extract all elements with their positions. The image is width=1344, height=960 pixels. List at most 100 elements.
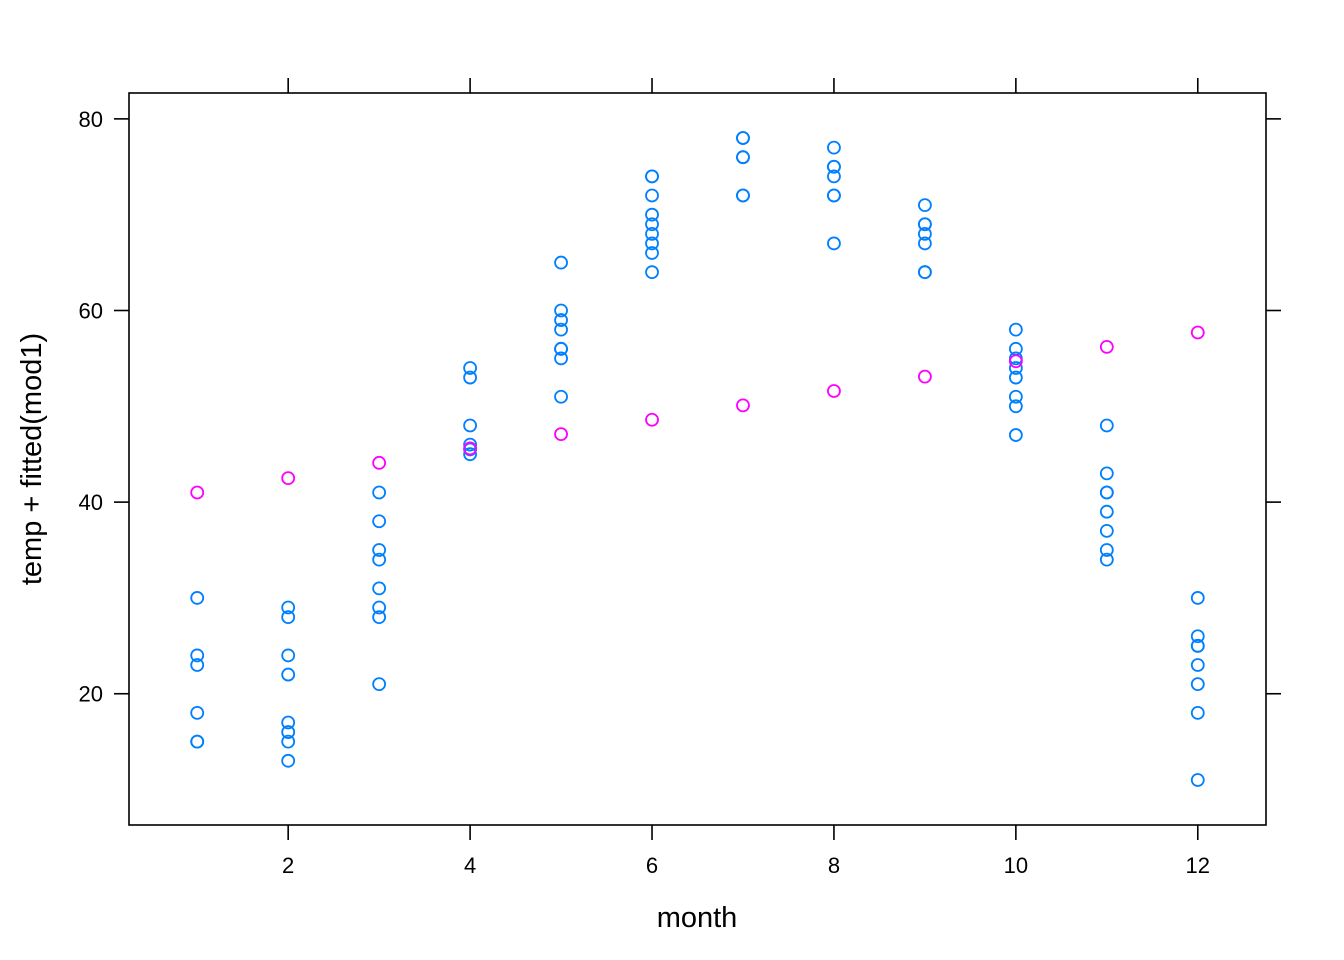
x-tick-label: 6 <box>646 853 658 878</box>
temp-point <box>190 648 205 663</box>
temp-point <box>645 236 659 251</box>
fitted-point <box>1099 340 1114 354</box>
temp-point <box>281 648 296 663</box>
temp-point <box>554 303 568 318</box>
temp-point <box>918 217 932 232</box>
fitted-point <box>645 412 659 427</box>
fitted-point <box>372 455 387 470</box>
temp-point <box>645 188 659 203</box>
temp-point <box>372 610 387 624</box>
temp-point <box>190 734 205 749</box>
x-axis-title: month <box>657 902 738 934</box>
temp-point <box>1008 370 1023 385</box>
fitted-point <box>281 471 296 486</box>
temp-point <box>1008 399 1023 414</box>
temp-point <box>463 418 478 433</box>
temp-point <box>1099 485 1114 500</box>
fitted-point <box>554 427 568 441</box>
temp-point <box>1190 658 1205 672</box>
temp-point <box>827 169 841 184</box>
x-tick-label: 4 <box>464 853 476 878</box>
temp-point <box>918 198 932 212</box>
x-tick-label: 2 <box>282 853 294 878</box>
temp-point <box>645 246 659 260</box>
temp-point <box>281 715 296 730</box>
temp-point <box>1099 504 1114 519</box>
temp-point <box>372 485 387 500</box>
temp-point <box>281 725 296 739</box>
x-tick-label: 8 <box>828 853 840 878</box>
temp-point <box>372 514 387 529</box>
fitted-point <box>463 441 478 456</box>
temp-point <box>190 658 205 672</box>
temp-point <box>645 169 659 184</box>
temp-point <box>554 313 568 327</box>
fitted-point <box>918 369 932 384</box>
fitted-point <box>1190 325 1205 340</box>
temp-point <box>1099 523 1114 538</box>
temp-point <box>463 437 478 452</box>
temp-point <box>1008 322 1023 337</box>
temp-point <box>463 370 478 385</box>
temp-point <box>554 255 568 270</box>
temp-point <box>1008 428 1023 442</box>
y-axis-title: temp + fitted(mod1) <box>16 333 48 585</box>
temp-point <box>736 131 750 145</box>
temp-point <box>827 159 841 174</box>
temp-point <box>1190 706 1205 720</box>
temp-point <box>1008 389 1023 404</box>
temp-point <box>1099 543 1114 557</box>
fitted-point <box>1008 354 1023 369</box>
temp-point <box>372 677 387 692</box>
temp-point <box>1190 773 1205 787</box>
data-points <box>190 131 1205 787</box>
y-tick-label: 40 <box>79 490 103 515</box>
temp-point <box>645 217 659 232</box>
temp-point <box>918 236 932 251</box>
temp-point <box>281 600 296 615</box>
temp-point <box>281 667 296 682</box>
temp-point <box>1008 361 1023 375</box>
temp-point <box>190 591 205 605</box>
temp-point <box>463 447 478 462</box>
axis-ticks: 2 4 6 8 10 12 20 40 60 80 <box>79 78 1281 878</box>
temp-point <box>1099 552 1114 567</box>
temp-point <box>554 351 568 366</box>
temp-point <box>1190 677 1205 692</box>
temp-point <box>918 265 932 280</box>
temp-point <box>918 226 932 241</box>
x-tick-label: 10 <box>1004 853 1028 878</box>
fitted-point <box>736 398 750 413</box>
temp-point <box>281 610 296 624</box>
y-tick-label: 20 <box>79 682 103 707</box>
temp-point <box>372 543 387 557</box>
x-tick-label: 12 <box>1186 853 1210 878</box>
temp-point <box>1099 418 1114 433</box>
temp-point <box>1190 629 1205 644</box>
fitted-point <box>827 384 841 398</box>
y-tick-label: 80 <box>79 107 103 132</box>
temp-point <box>554 322 568 337</box>
temp-point <box>281 753 296 768</box>
temp-point <box>1190 591 1205 605</box>
y-tick-label: 60 <box>79 298 103 323</box>
plot-frame <box>128 92 1267 826</box>
temp-point <box>645 226 659 241</box>
fitted-point <box>190 485 205 500</box>
temp-point <box>736 150 750 165</box>
temp-point <box>554 389 568 404</box>
temp-point <box>827 188 841 203</box>
temp-point <box>645 265 659 280</box>
temp-point <box>463 361 478 375</box>
temp-point <box>645 207 659 222</box>
temp-point <box>372 552 387 567</box>
temp-point <box>281 734 296 749</box>
temp-point <box>372 600 387 615</box>
temp-point <box>736 188 750 203</box>
temp-point <box>372 581 387 596</box>
temp-point <box>1190 638 1205 653</box>
temp-point <box>1099 466 1114 481</box>
temp-point <box>827 236 841 251</box>
temp-point <box>554 341 568 356</box>
